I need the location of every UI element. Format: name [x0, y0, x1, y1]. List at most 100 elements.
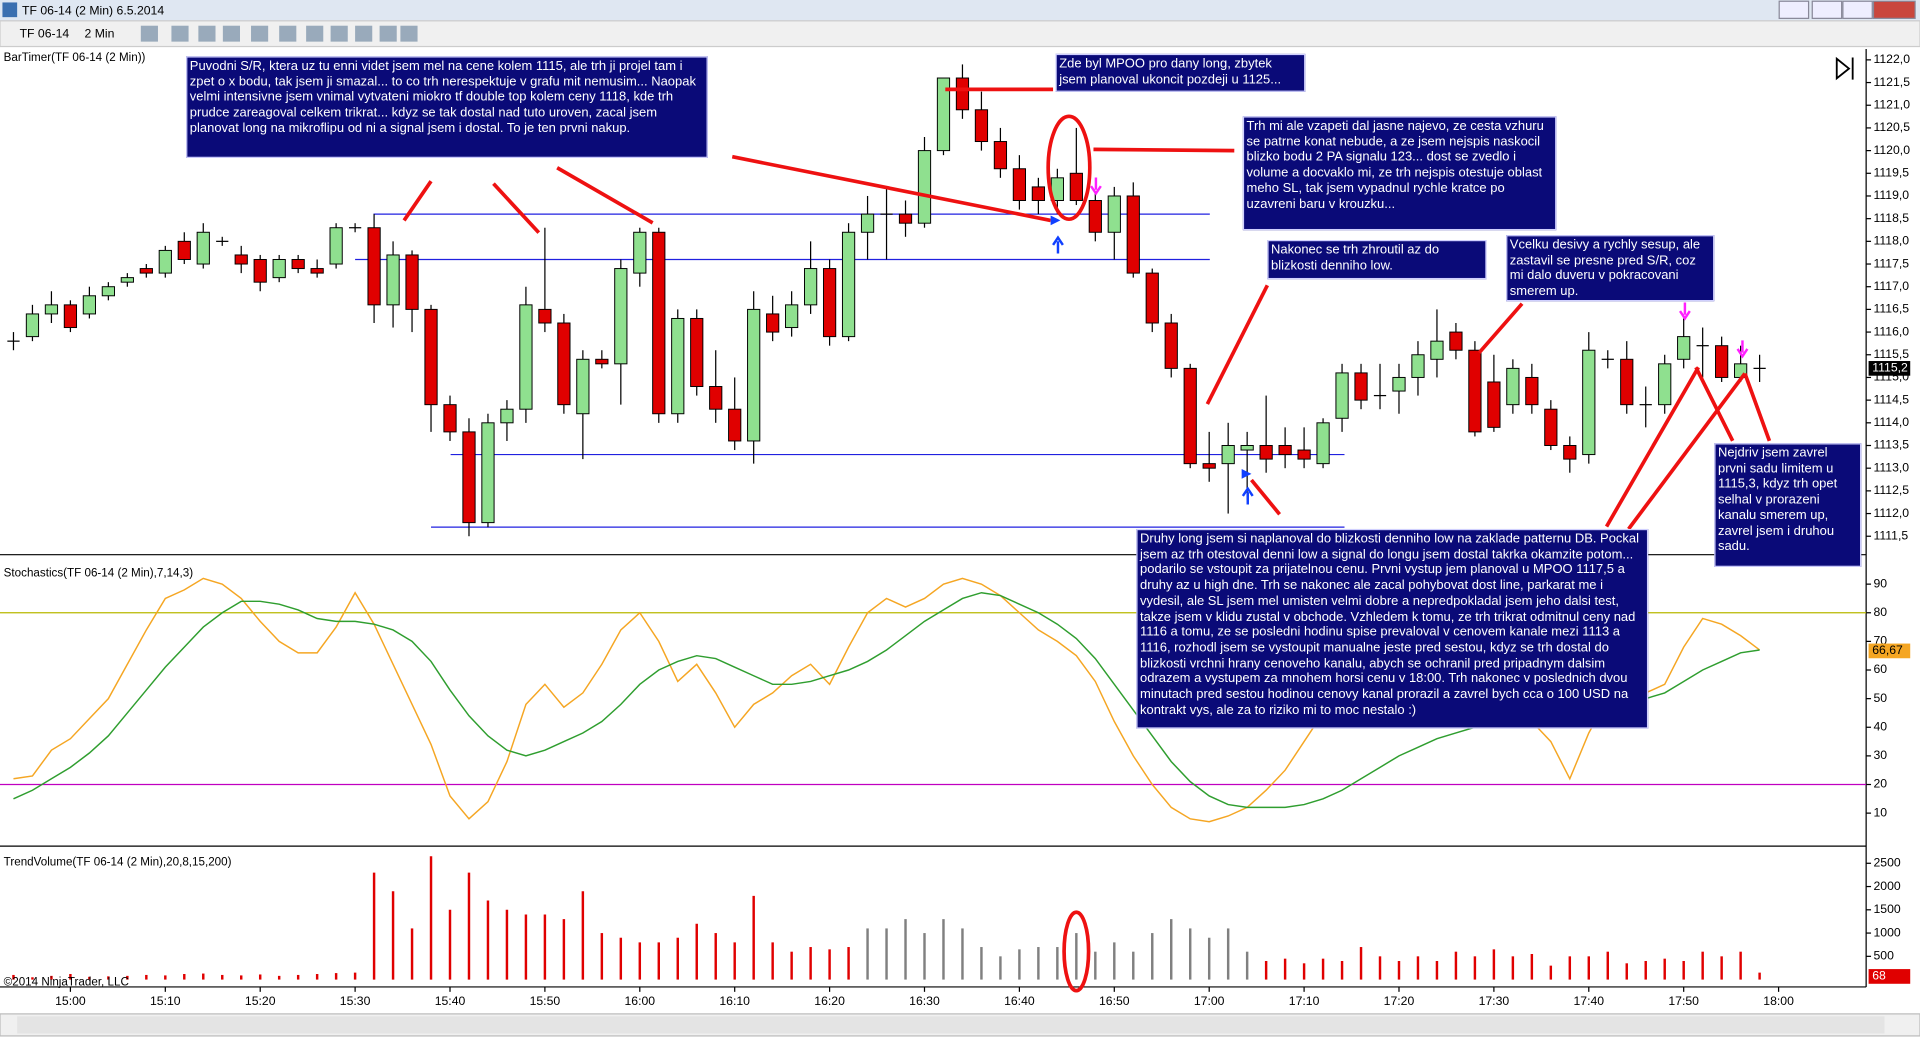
y-tick-label: 1113,5	[1873, 438, 1909, 452]
candle-body	[747, 308, 761, 442]
candle-body	[804, 268, 818, 306]
toolbar-icons	[140, 25, 418, 42]
candle-body	[158, 249, 172, 274]
indicator-button[interactable]	[198, 25, 216, 42]
annotation-circle	[1046, 114, 1092, 222]
candle-body	[1582, 349, 1596, 456]
minimize-button[interactable]	[1811, 0, 1843, 19]
annotation-note: Trh mi ale vzapeti dal jasne najevo, ze …	[1242, 116, 1557, 231]
draw-button[interactable]	[171, 25, 189, 42]
scroll-end-icon[interactable]	[1835, 56, 1854, 81]
stoch-line	[13, 591, 1760, 809]
candle-body	[1715, 345, 1729, 378]
close-button[interactable]	[1872, 0, 1916, 19]
annotation-line	[402, 180, 433, 222]
candle-body	[1468, 349, 1482, 433]
candle-body	[614, 268, 628, 365]
x-tick-label: 17:00	[1194, 994, 1225, 1008]
candle-body	[1145, 272, 1159, 324]
candle-body	[652, 231, 666, 415]
candle-body	[367, 227, 381, 306]
price-panel-label: BarTimer(TF 06-14 (2 Min))	[3, 51, 146, 65]
help-button[interactable]	[1778, 0, 1810, 19]
properties-button[interactable]	[306, 25, 324, 42]
candle-body	[177, 240, 191, 260]
options-button[interactable]	[400, 25, 418, 42]
interval-selector[interactable]: 2 Min	[84, 27, 114, 41]
candle-body	[63, 304, 78, 329]
candle-body	[291, 258, 305, 270]
crosshair-button[interactable]	[251, 25, 269, 42]
candle-body	[1164, 322, 1178, 369]
candle-body	[1335, 372, 1349, 419]
title-bar	[0, 0, 1920, 21]
y-tick-label: 1117,0	[1873, 279, 1909, 293]
x-tick-label: 15:40	[435, 994, 466, 1008]
y-tick-label: 1121,5	[1873, 75, 1910, 89]
candle-body	[538, 308, 552, 324]
candle-body	[936, 77, 951, 152]
candle-body	[82, 295, 97, 315]
annotation-note: Zde byl MPOO pro dany long, zbytek jsem …	[1055, 53, 1306, 92]
last-value-badge	[1868, 361, 1911, 376]
x-tick-label: 17:30	[1479, 994, 1510, 1008]
candle-body	[234, 254, 248, 265]
candle-body	[1278, 445, 1292, 456]
y-tick-label: 1116,0	[1873, 324, 1909, 338]
candle-body	[443, 404, 457, 433]
x-tick-label: 16:30	[909, 994, 940, 1008]
candle-body	[993, 141, 1008, 170]
candle-body	[1202, 463, 1216, 469]
data-box-button[interactable]	[379, 25, 397, 42]
entry-marker	[1241, 468, 1252, 479]
entry-marker	[1050, 215, 1061, 226]
y-tick-label: 20	[1873, 777, 1887, 791]
y-tick-label: 1500	[1873, 902, 1900, 916]
annotation-line	[1604, 366, 1700, 528]
annotation-note: Druhy long jsem si naplanoval do blizkos…	[1136, 528, 1649, 729]
candle-body	[1012, 168, 1027, 201]
candle-body	[139, 268, 153, 274]
x-tick-label: 17:20	[1384, 994, 1415, 1008]
candle-body	[500, 408, 514, 424]
candle-body	[519, 304, 533, 410]
x-tick-label: 18:00	[1763, 994, 1794, 1008]
candle-body	[690, 317, 704, 388]
annotation-line	[1205, 284, 1269, 405]
instrument-selector[interactable]: TF 06-14	[20, 27, 70, 41]
candle-body	[766, 313, 780, 333]
volume-panel-label: TrendVolume(TF 06-14 (2 Min),20,8,15,200…	[3, 855, 232, 870]
candle-body	[386, 254, 400, 306]
x-tick-label: 17:40	[1573, 994, 1604, 1008]
bar-type-button[interactable]	[140, 25, 158, 42]
y-tick-label: 1114,5	[1873, 392, 1909, 406]
strategy-button[interactable]	[222, 25, 241, 42]
candle-body	[709, 386, 723, 410]
annotation-line	[1743, 372, 1772, 442]
x-tick-label: 16:00	[624, 994, 655, 1008]
y-tick-label: 1122,0	[1873, 52, 1910, 66]
candle-body	[329, 227, 343, 265]
zoom-button[interactable]	[279, 25, 297, 42]
annotation-line	[492, 182, 541, 234]
candle-body	[1506, 367, 1520, 406]
annotation-line	[1627, 372, 1747, 531]
annotation-note: Nejdriv jsem zavrel prvni sadu limitem u…	[1714, 443, 1862, 567]
buy-arrow	[1241, 486, 1254, 505]
annotation-line	[1477, 302, 1524, 354]
print-button[interactable]	[355, 25, 373, 42]
annotation-line	[1250, 478, 1282, 516]
copyright: ©2014 NinjaTrader, LLC	[3, 975, 129, 990]
scroll-thumb[interactable]	[17, 1016, 1885, 1034]
buy-arrow	[1052, 235, 1064, 254]
candle-body	[860, 213, 875, 233]
candle-body	[955, 77, 970, 111]
candle-body	[841, 231, 856, 338]
candle-body	[1392, 376, 1406, 392]
image-button[interactable]	[330, 25, 348, 42]
y-tick-label: 30	[1873, 748, 1887, 762]
annotation-line	[1093, 147, 1235, 153]
y-tick-label: 1120,5	[1873, 120, 1910, 134]
candle-body	[253, 258, 267, 283]
maximize-button[interactable]	[1842, 0, 1873, 19]
